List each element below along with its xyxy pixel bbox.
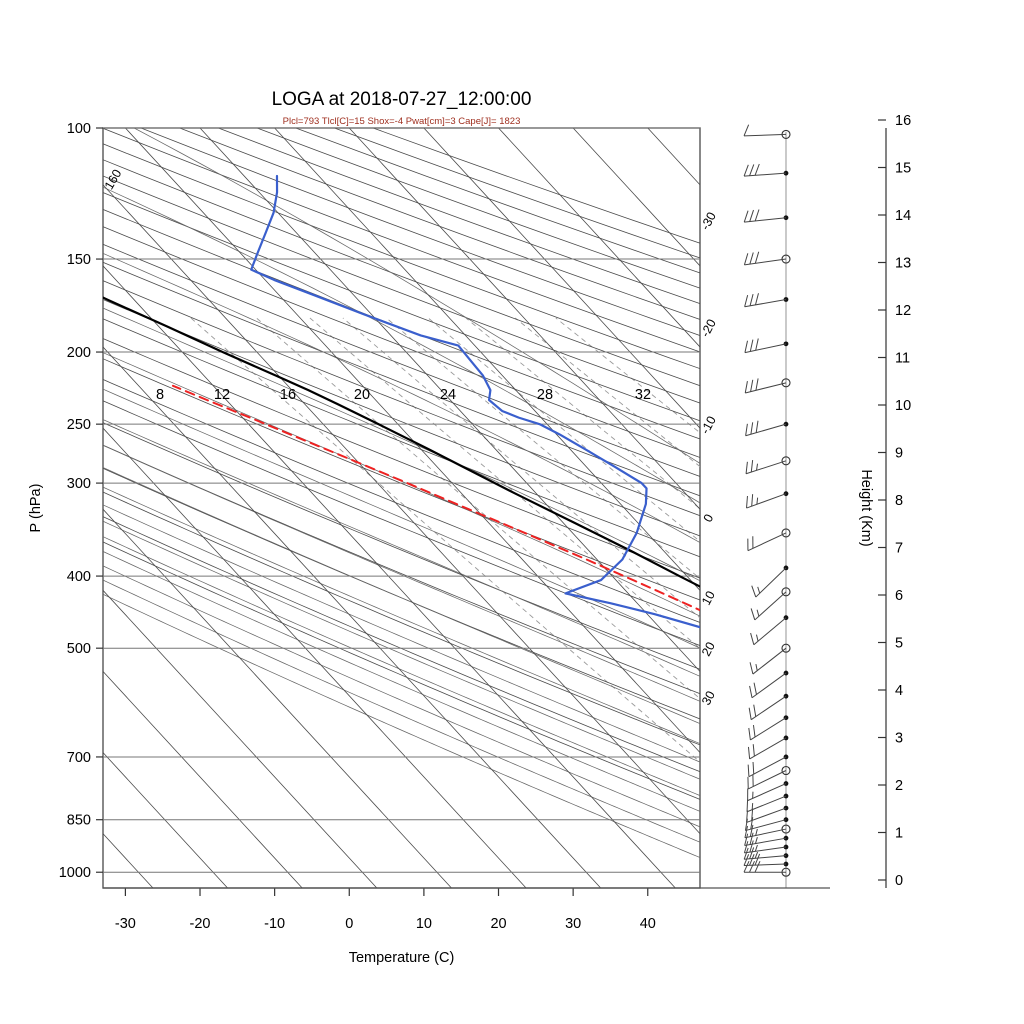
wind-barb xyxy=(747,754,789,778)
height-tick-label: 16 xyxy=(895,113,911,129)
height-tick-label: 9 xyxy=(895,446,903,462)
height-tick-label: 0 xyxy=(895,873,903,889)
wind-barb xyxy=(743,861,791,877)
temperature-tick-label: 40 xyxy=(640,916,656,932)
moist-adiabat-label: -30 xyxy=(698,210,719,233)
wind-barb xyxy=(747,781,789,802)
stability-indices-subtitle: Plcl=793 Tlcl[C]=15 Shox=-4 Pwat[cm]=3 C… xyxy=(283,116,521,127)
wind-barb xyxy=(748,715,789,741)
x-axis-title: Temperature (C) xyxy=(349,950,455,966)
height-tick-label: 11 xyxy=(895,351,910,367)
wind-barb xyxy=(749,643,791,675)
mid-panel-label: 28 xyxy=(537,387,553,403)
plot-frame xyxy=(102,127,701,889)
height-tick-label: 2 xyxy=(895,778,903,794)
wind-barb-column xyxy=(743,124,791,888)
wind-barb xyxy=(744,824,791,839)
pressure-tick-label: 400 xyxy=(67,569,91,585)
wind-barb xyxy=(743,853,789,867)
mixing-ratio-lines xyxy=(190,317,700,763)
wind-barb xyxy=(747,528,791,552)
height-tick-label: 8 xyxy=(895,493,903,509)
mid-panel-label: 24 xyxy=(440,387,456,403)
isotherm-lines xyxy=(103,128,700,888)
moist-adiabat-label: -10 xyxy=(698,414,719,437)
moist-adiabat-label: 0 xyxy=(701,512,717,525)
wind-barb xyxy=(744,338,789,354)
mid-panel-label: 8 xyxy=(156,387,164,403)
pressure-tick-label: 850 xyxy=(67,813,91,829)
wind-barb xyxy=(743,163,789,177)
wind-barb xyxy=(743,209,789,223)
trace-dewpoint xyxy=(250,174,700,629)
mid-panel-label: 20 xyxy=(354,387,370,403)
height-tick-label: 6 xyxy=(895,588,903,604)
wind-barb xyxy=(746,805,789,823)
wind-barb xyxy=(747,735,789,760)
height-tick-label: 12 xyxy=(895,303,911,319)
wind-barb xyxy=(743,124,791,139)
wind-barb xyxy=(750,587,791,621)
wind-barb xyxy=(744,378,791,394)
wind-barb xyxy=(746,491,789,509)
wind-barb xyxy=(746,793,789,813)
height-axis-title: Height (Km) xyxy=(858,469,874,546)
temperature-tick-label: 30 xyxy=(565,916,581,932)
wind-barb xyxy=(750,615,789,646)
mid-panel-label: 32 xyxy=(635,387,651,403)
pressure-tick-label: 1000 xyxy=(59,865,91,881)
wind-barb xyxy=(743,840,789,854)
moist-adiabat-label: -20 xyxy=(698,317,719,340)
wind-barb xyxy=(745,420,789,437)
pressure-tick-label: 150 xyxy=(67,252,91,268)
height-tick-label: 14 xyxy=(895,208,911,224)
mid-panel-label: 16 xyxy=(280,387,296,403)
wind-barb xyxy=(749,670,789,699)
wind-barb xyxy=(743,847,789,860)
wind-barb xyxy=(751,565,789,598)
temperature-tick-label: 10 xyxy=(416,916,432,932)
pressure-tick-label: 300 xyxy=(67,476,91,492)
pressure-tick-label: 200 xyxy=(67,345,91,361)
trace-parcel xyxy=(171,384,700,612)
height-tick-label: 7 xyxy=(895,541,903,557)
pressure-tick-label: 700 xyxy=(67,750,91,766)
height-tick-label: 13 xyxy=(895,256,911,272)
pressure-tick-label: 250 xyxy=(67,417,91,433)
wind-barb xyxy=(744,832,789,846)
pressure-tick-label: 100 xyxy=(67,121,91,137)
wind-barb xyxy=(744,293,789,308)
temperature-tick-label: 20 xyxy=(490,916,506,932)
moist-adiabat-lines xyxy=(103,128,700,858)
wind-barb xyxy=(745,456,791,475)
height-tick-label: 1 xyxy=(895,826,903,842)
height-tick-label: 4 xyxy=(895,683,903,699)
height-tick-label: 5 xyxy=(895,636,903,652)
temperature-tick-label: -10 xyxy=(264,916,285,932)
moist-adiabat-label: 20 xyxy=(699,640,718,659)
wind-barb xyxy=(743,251,791,266)
trace-temperature xyxy=(103,296,700,588)
moist-adiabat-label: 30 xyxy=(699,689,718,708)
dry-adiabat-lines xyxy=(103,128,700,800)
wind-barb xyxy=(748,693,789,721)
height-tick-label: 10 xyxy=(895,398,911,414)
page-title: LOGA at 2018-07-27_12:00:00 xyxy=(272,89,532,110)
height-tick-label: 15 xyxy=(895,161,911,177)
mid-panel-label: 12 xyxy=(214,387,230,403)
moist-adiabat-label: 10 xyxy=(699,589,718,608)
y-axis-title: P (hPa) xyxy=(28,484,44,533)
isobar-lines xyxy=(103,127,700,873)
sounding-traces xyxy=(103,174,700,629)
temperature-tick-label: -20 xyxy=(190,916,211,932)
wind-barb xyxy=(747,765,791,790)
height-tick-label: 3 xyxy=(895,731,903,747)
temperature-tick-label: -30 xyxy=(115,916,136,932)
pressure-tick-label: 500 xyxy=(67,641,91,657)
temperature-tick-label: 0 xyxy=(345,916,353,932)
